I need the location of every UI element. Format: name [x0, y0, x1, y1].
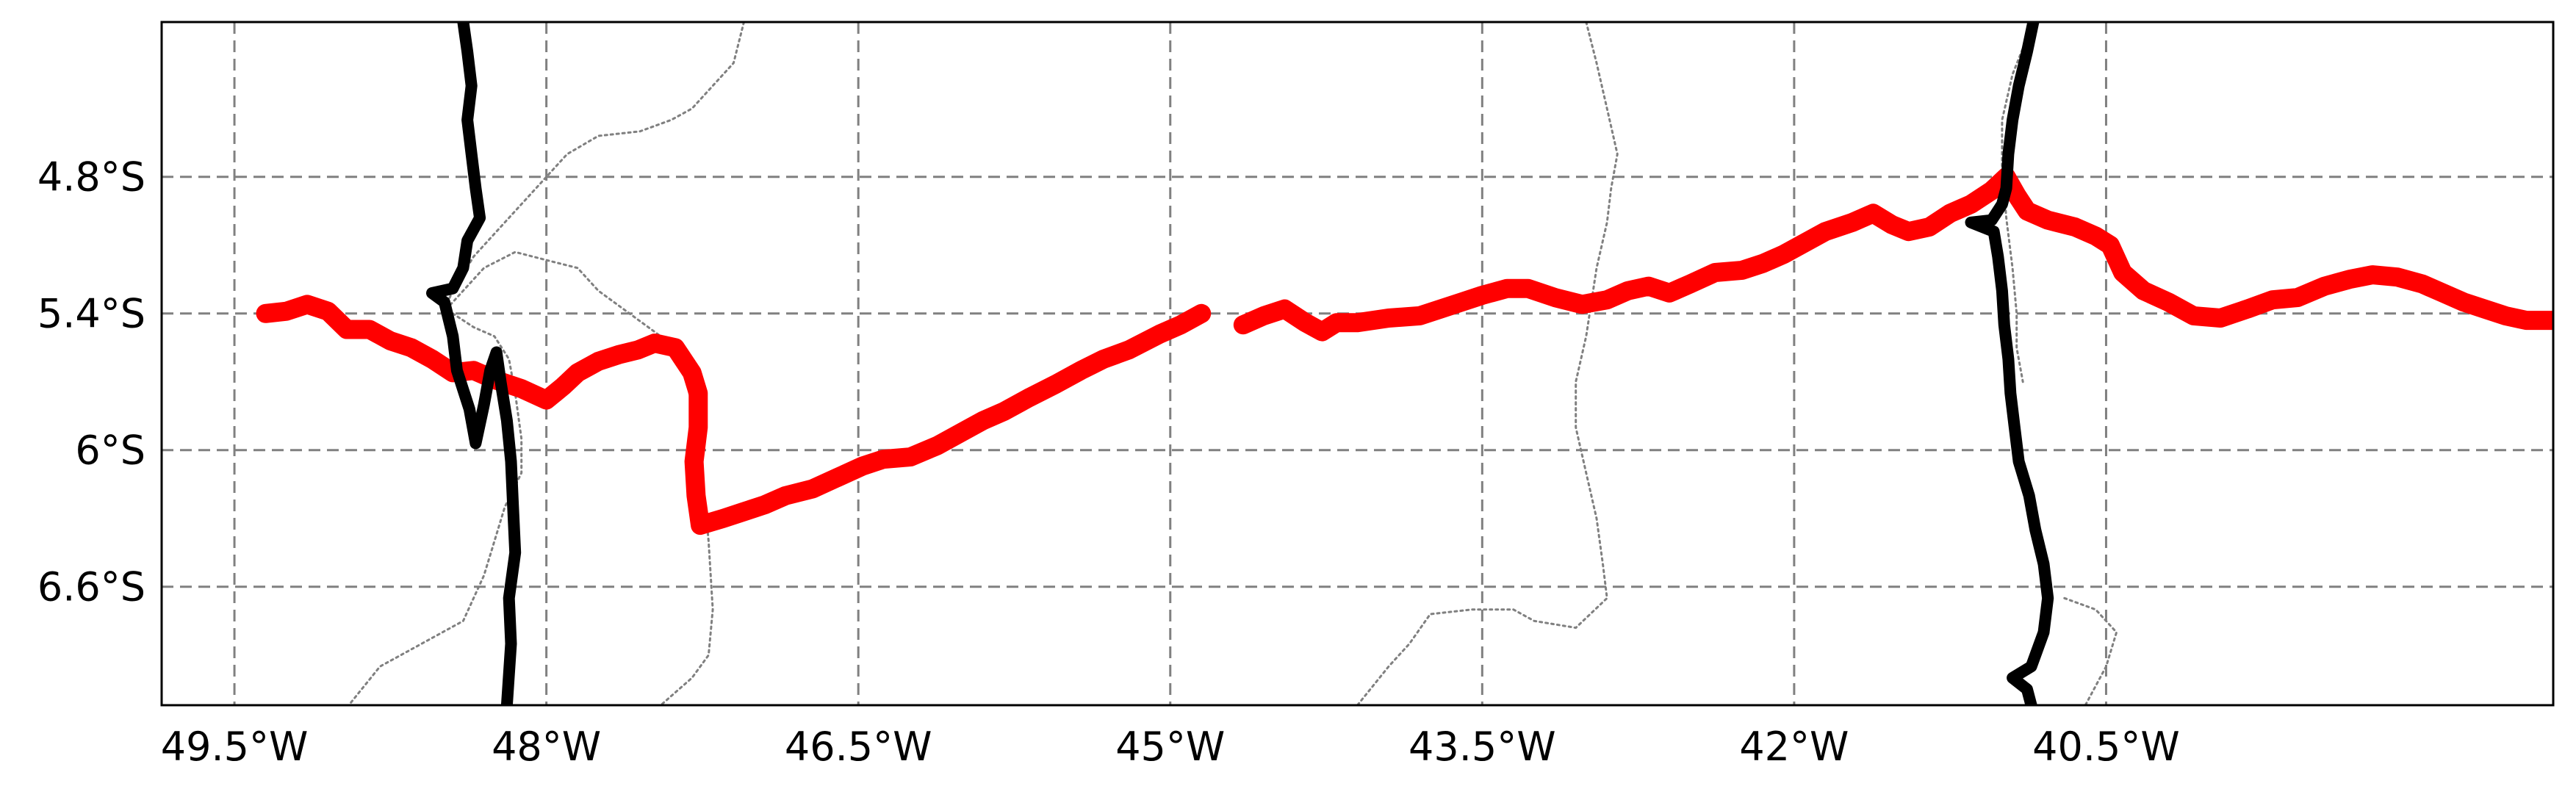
longitude-tick-label: 42°W [1739, 724, 1849, 770]
longitude-tick-label: 49.5°W [161, 724, 309, 770]
black-lines-layer [426, 22, 2054, 705]
latitude-tick-labels: 4.8°S 5.4°S 6°S 6.6°S [37, 154, 145, 610]
longitude-tick-label: 40.5°W [2032, 724, 2180, 770]
latitude-tick-label: 5.4°S [37, 290, 145, 336]
plot-frame [160, 21, 2555, 707]
red-track-segment [256, 295, 1212, 536]
longitude-tick-labels: 49.5°W 48°W 46.5°W 45°W 43.5°W 42°W 40.5°W [161, 724, 2180, 770]
latitude-tick-label: 6.6°S [37, 563, 145, 610]
longitude-tick-label: 48°W [492, 724, 601, 770]
black-line-segment [1965, 22, 2054, 705]
longitude-tick-label: 43.5°W [1408, 724, 1556, 770]
state-border-line [1356, 22, 1619, 705]
black-line-segment [426, 22, 522, 705]
red-track-layer [256, 167, 2553, 536]
state-border-line [2063, 596, 2118, 705]
longitude-tick-label: 46.5°W [785, 724, 932, 770]
state-border-line [441, 250, 714, 705]
latitude-tick-label: 4.8°S [37, 154, 145, 200]
red-track-segment [1233, 167, 2553, 342]
state-border-line [2001, 22, 2034, 383]
longitude-tick-label: 45°W [1115, 724, 1225, 770]
latitude-tick-label: 6°S [75, 427, 145, 473]
state-border-line [441, 22, 745, 315]
